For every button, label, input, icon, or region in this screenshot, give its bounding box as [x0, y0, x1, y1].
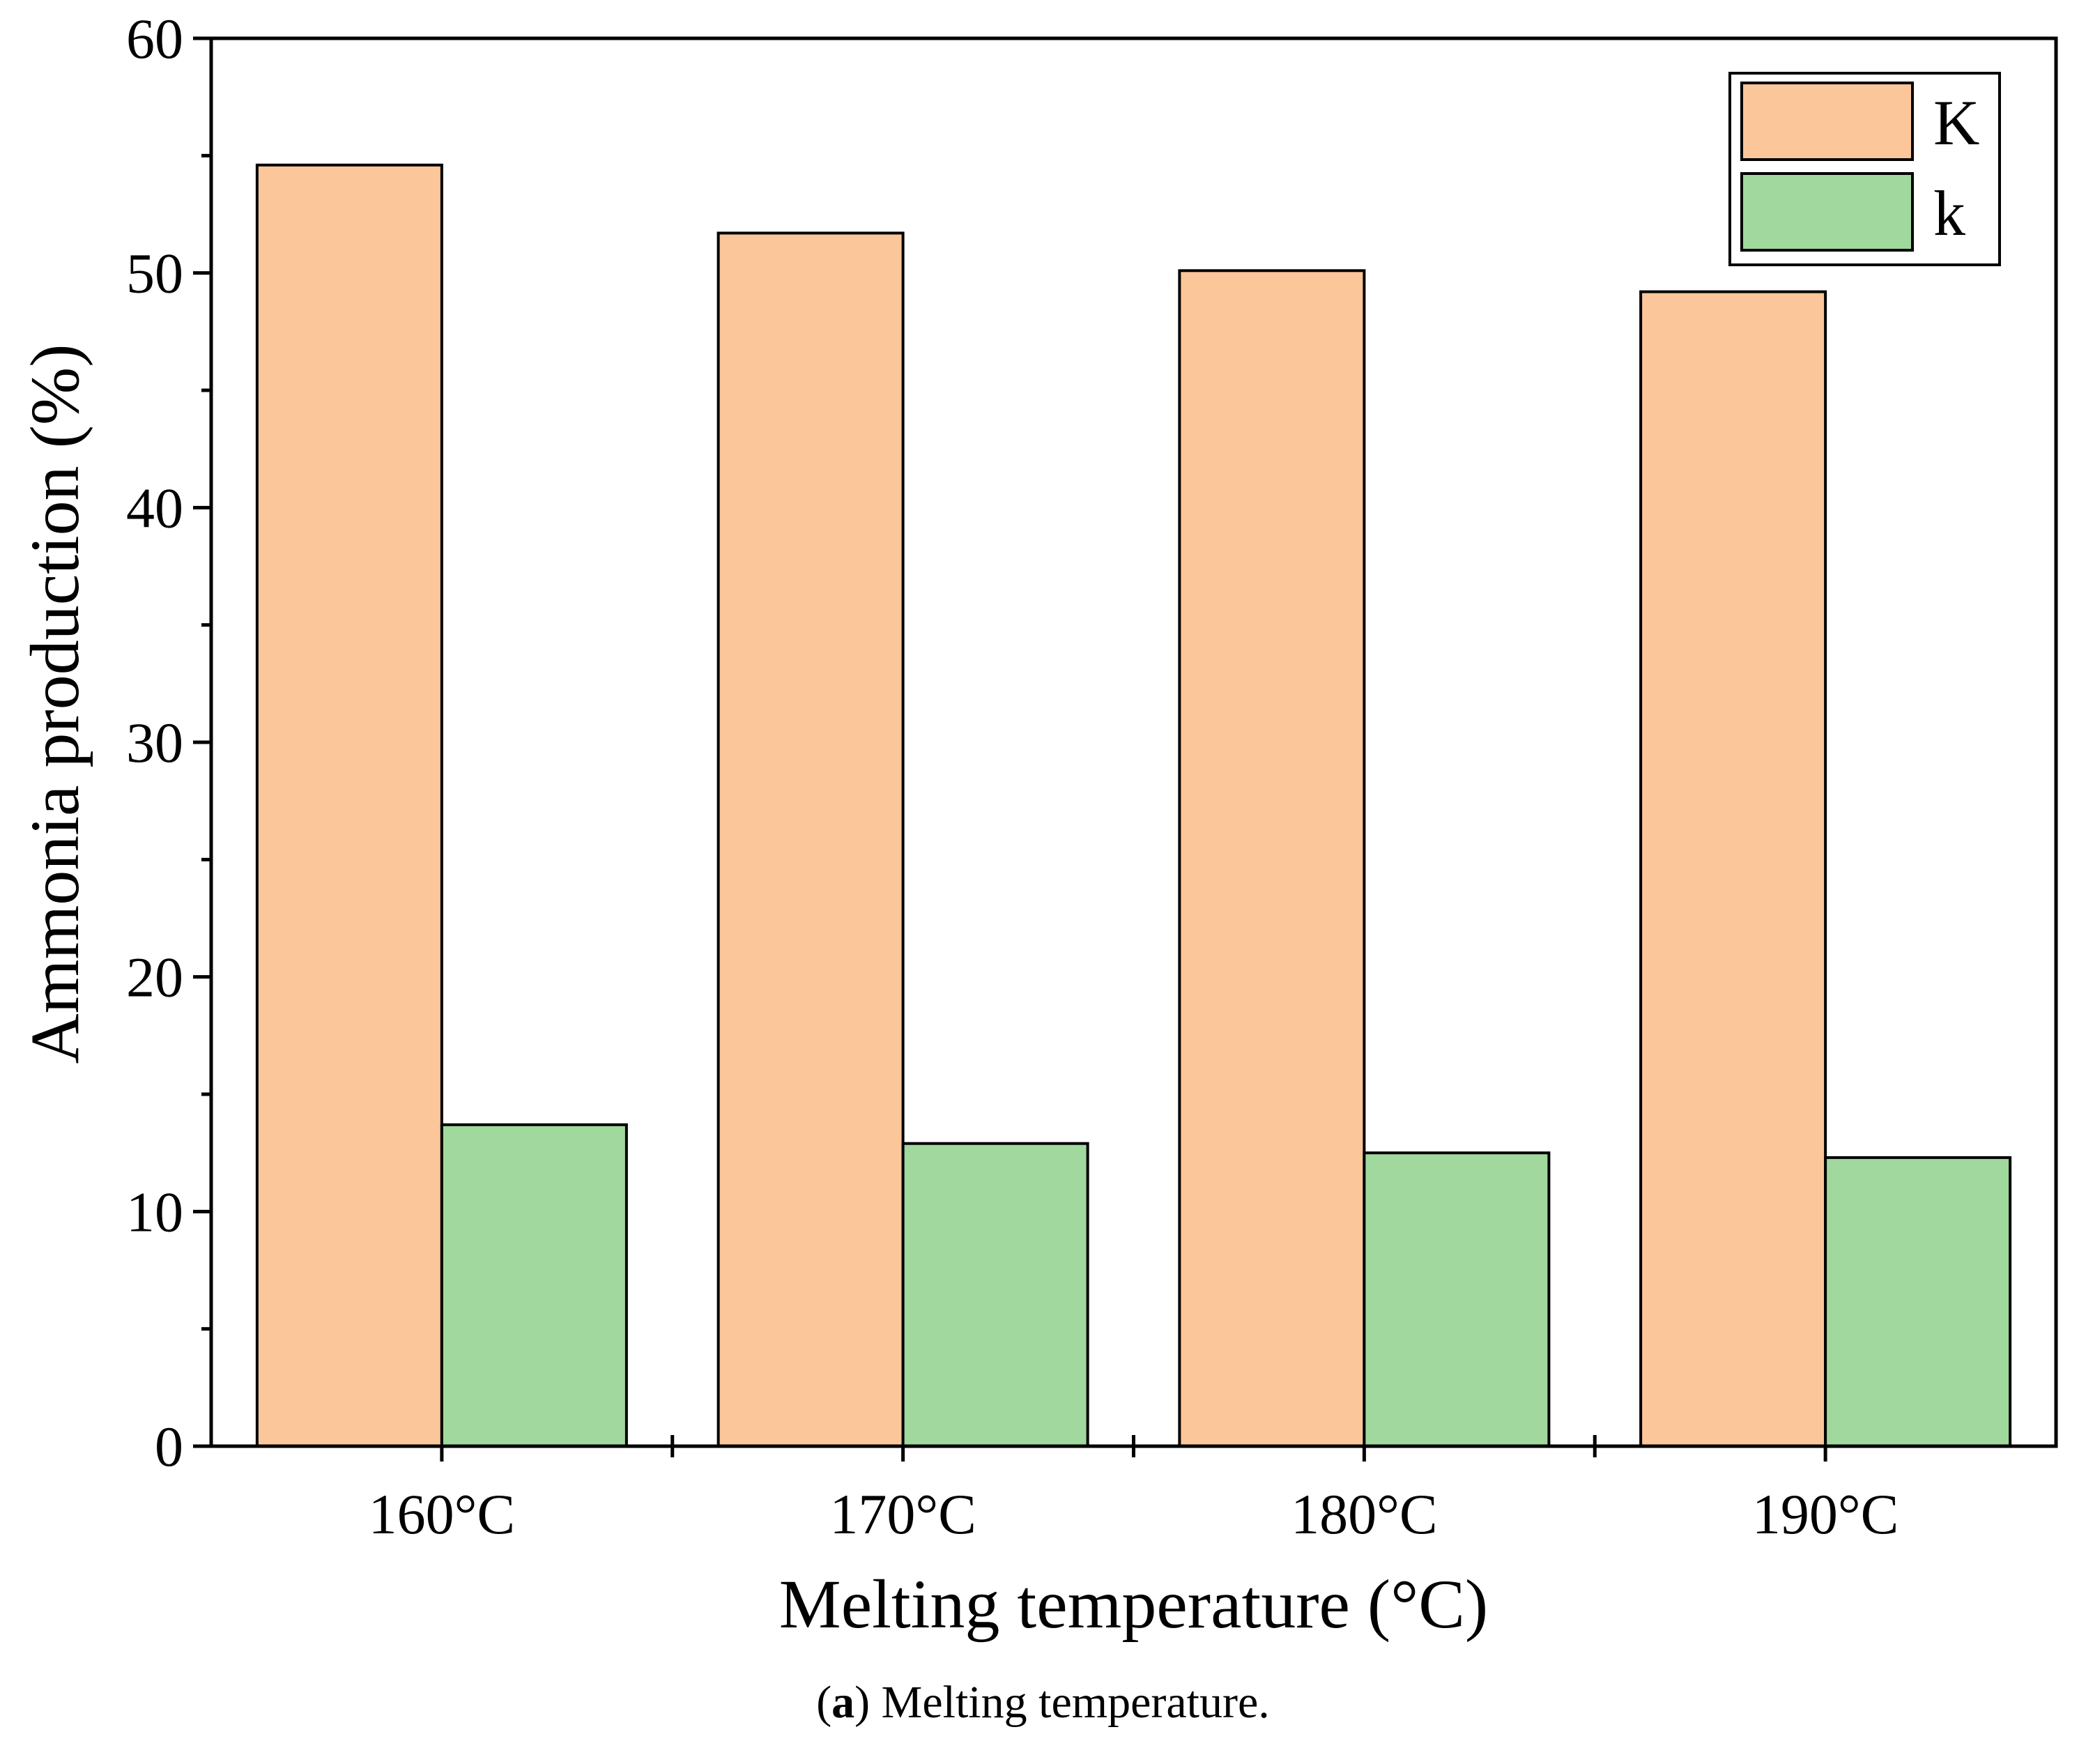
legend: Kk	[1728, 72, 2001, 266]
legend-swatch-K	[1740, 82, 1914, 161]
y-tick-label: 10	[126, 1180, 183, 1243]
y-axis-title: Ammonia production (%)	[16, 344, 93, 1064]
x-tick-label: 170°C	[829, 1482, 976, 1546]
y-tick-label: 50	[126, 242, 183, 305]
legend-swatch-k	[1740, 172, 1914, 252]
y-tick-label: 30	[126, 711, 183, 774]
bar-K-180°C	[1178, 269, 1366, 1448]
caption-label: a	[831, 1677, 855, 1728]
legend-label-k: k	[1933, 178, 1965, 249]
x-tick-label: 180°C	[1291, 1482, 1438, 1546]
x-tick-label: 190°C	[1752, 1482, 1899, 1546]
x-tick-label: 160°C	[369, 1482, 516, 1546]
axes-layer: 0 10 20 30 40 50 60 160°C 170°C 180°C 190°C	[126, 7, 2058, 1546]
bar-k-180°C	[1363, 1151, 1551, 1448]
y-tick-label: 20	[126, 946, 183, 1009]
y-tick-label: 40	[126, 476, 183, 539]
bar-k-190°C	[1824, 1156, 2012, 1448]
figure-caption: (a) Melting temperature.	[816, 1677, 1270, 1728]
legend-label-K: K	[1933, 87, 1979, 158]
y-tick-label: 0	[155, 1415, 183, 1478]
x-axis-title: Melting temperature (°C)	[779, 1565, 1488, 1643]
bar-K-190°C	[1639, 290, 1827, 1448]
bars-layer	[255, 163, 2012, 1448]
caption-text: Melting temperature.	[881, 1677, 1270, 1728]
bar-k-160°C	[440, 1123, 628, 1448]
bar-k-170°C	[901, 1142, 1089, 1448]
bar-K-170°C	[716, 231, 905, 1448]
y-tick-label: 60	[126, 7, 183, 70]
bar-K-160°C	[255, 163, 443, 1448]
